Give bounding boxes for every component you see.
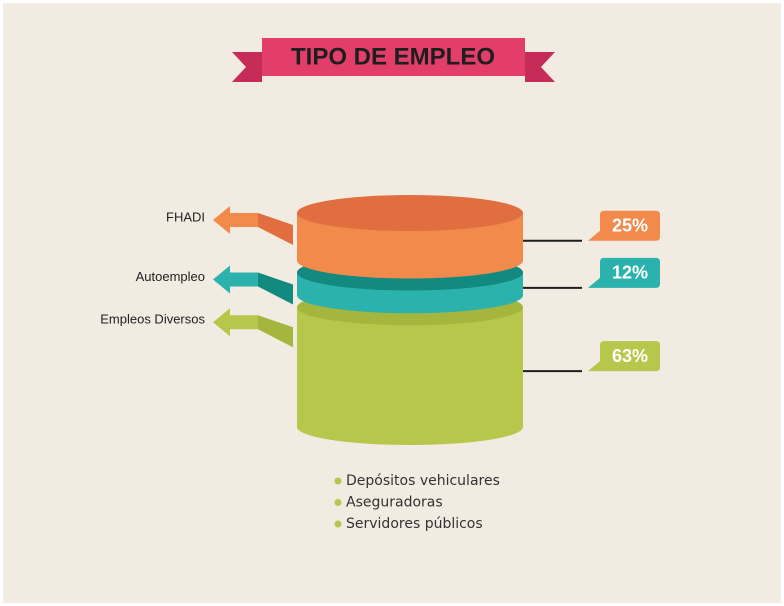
value-badge xyxy=(588,341,660,372)
category-label: Empleos Diversos xyxy=(100,312,205,327)
list-item: Aseguradoras xyxy=(346,495,443,511)
list-item: Servidores públicos xyxy=(346,516,483,532)
value-label: 12% xyxy=(612,263,648,283)
arrow xyxy=(213,206,258,234)
value-label: 63% xyxy=(612,346,648,366)
value-badge xyxy=(588,257,660,288)
list-item: Depósitos vehiculares xyxy=(346,473,500,489)
bullet xyxy=(334,499,342,506)
value-badge xyxy=(588,210,660,241)
bullet xyxy=(334,520,342,528)
fold xyxy=(258,315,293,348)
bullet xyxy=(334,477,342,485)
arrow xyxy=(213,308,258,337)
fold xyxy=(258,213,293,245)
category-label: Autoempleo xyxy=(136,269,205,284)
ribbon-tail xyxy=(232,52,262,82)
category-label: FHADI xyxy=(166,209,205,224)
title-ribbon: TIPO DE EMPLEO xyxy=(232,38,555,82)
slice-top xyxy=(297,195,523,231)
arrow xyxy=(213,265,258,294)
cylinder-slice xyxy=(297,213,523,279)
cylinder-slice xyxy=(297,307,523,445)
fold xyxy=(258,272,293,305)
ribbon xyxy=(262,38,525,76)
ribbon-tail xyxy=(525,52,555,82)
value-label: 25% xyxy=(612,216,648,236)
chart-title: TIPO DE EMPLEO xyxy=(291,43,495,70)
